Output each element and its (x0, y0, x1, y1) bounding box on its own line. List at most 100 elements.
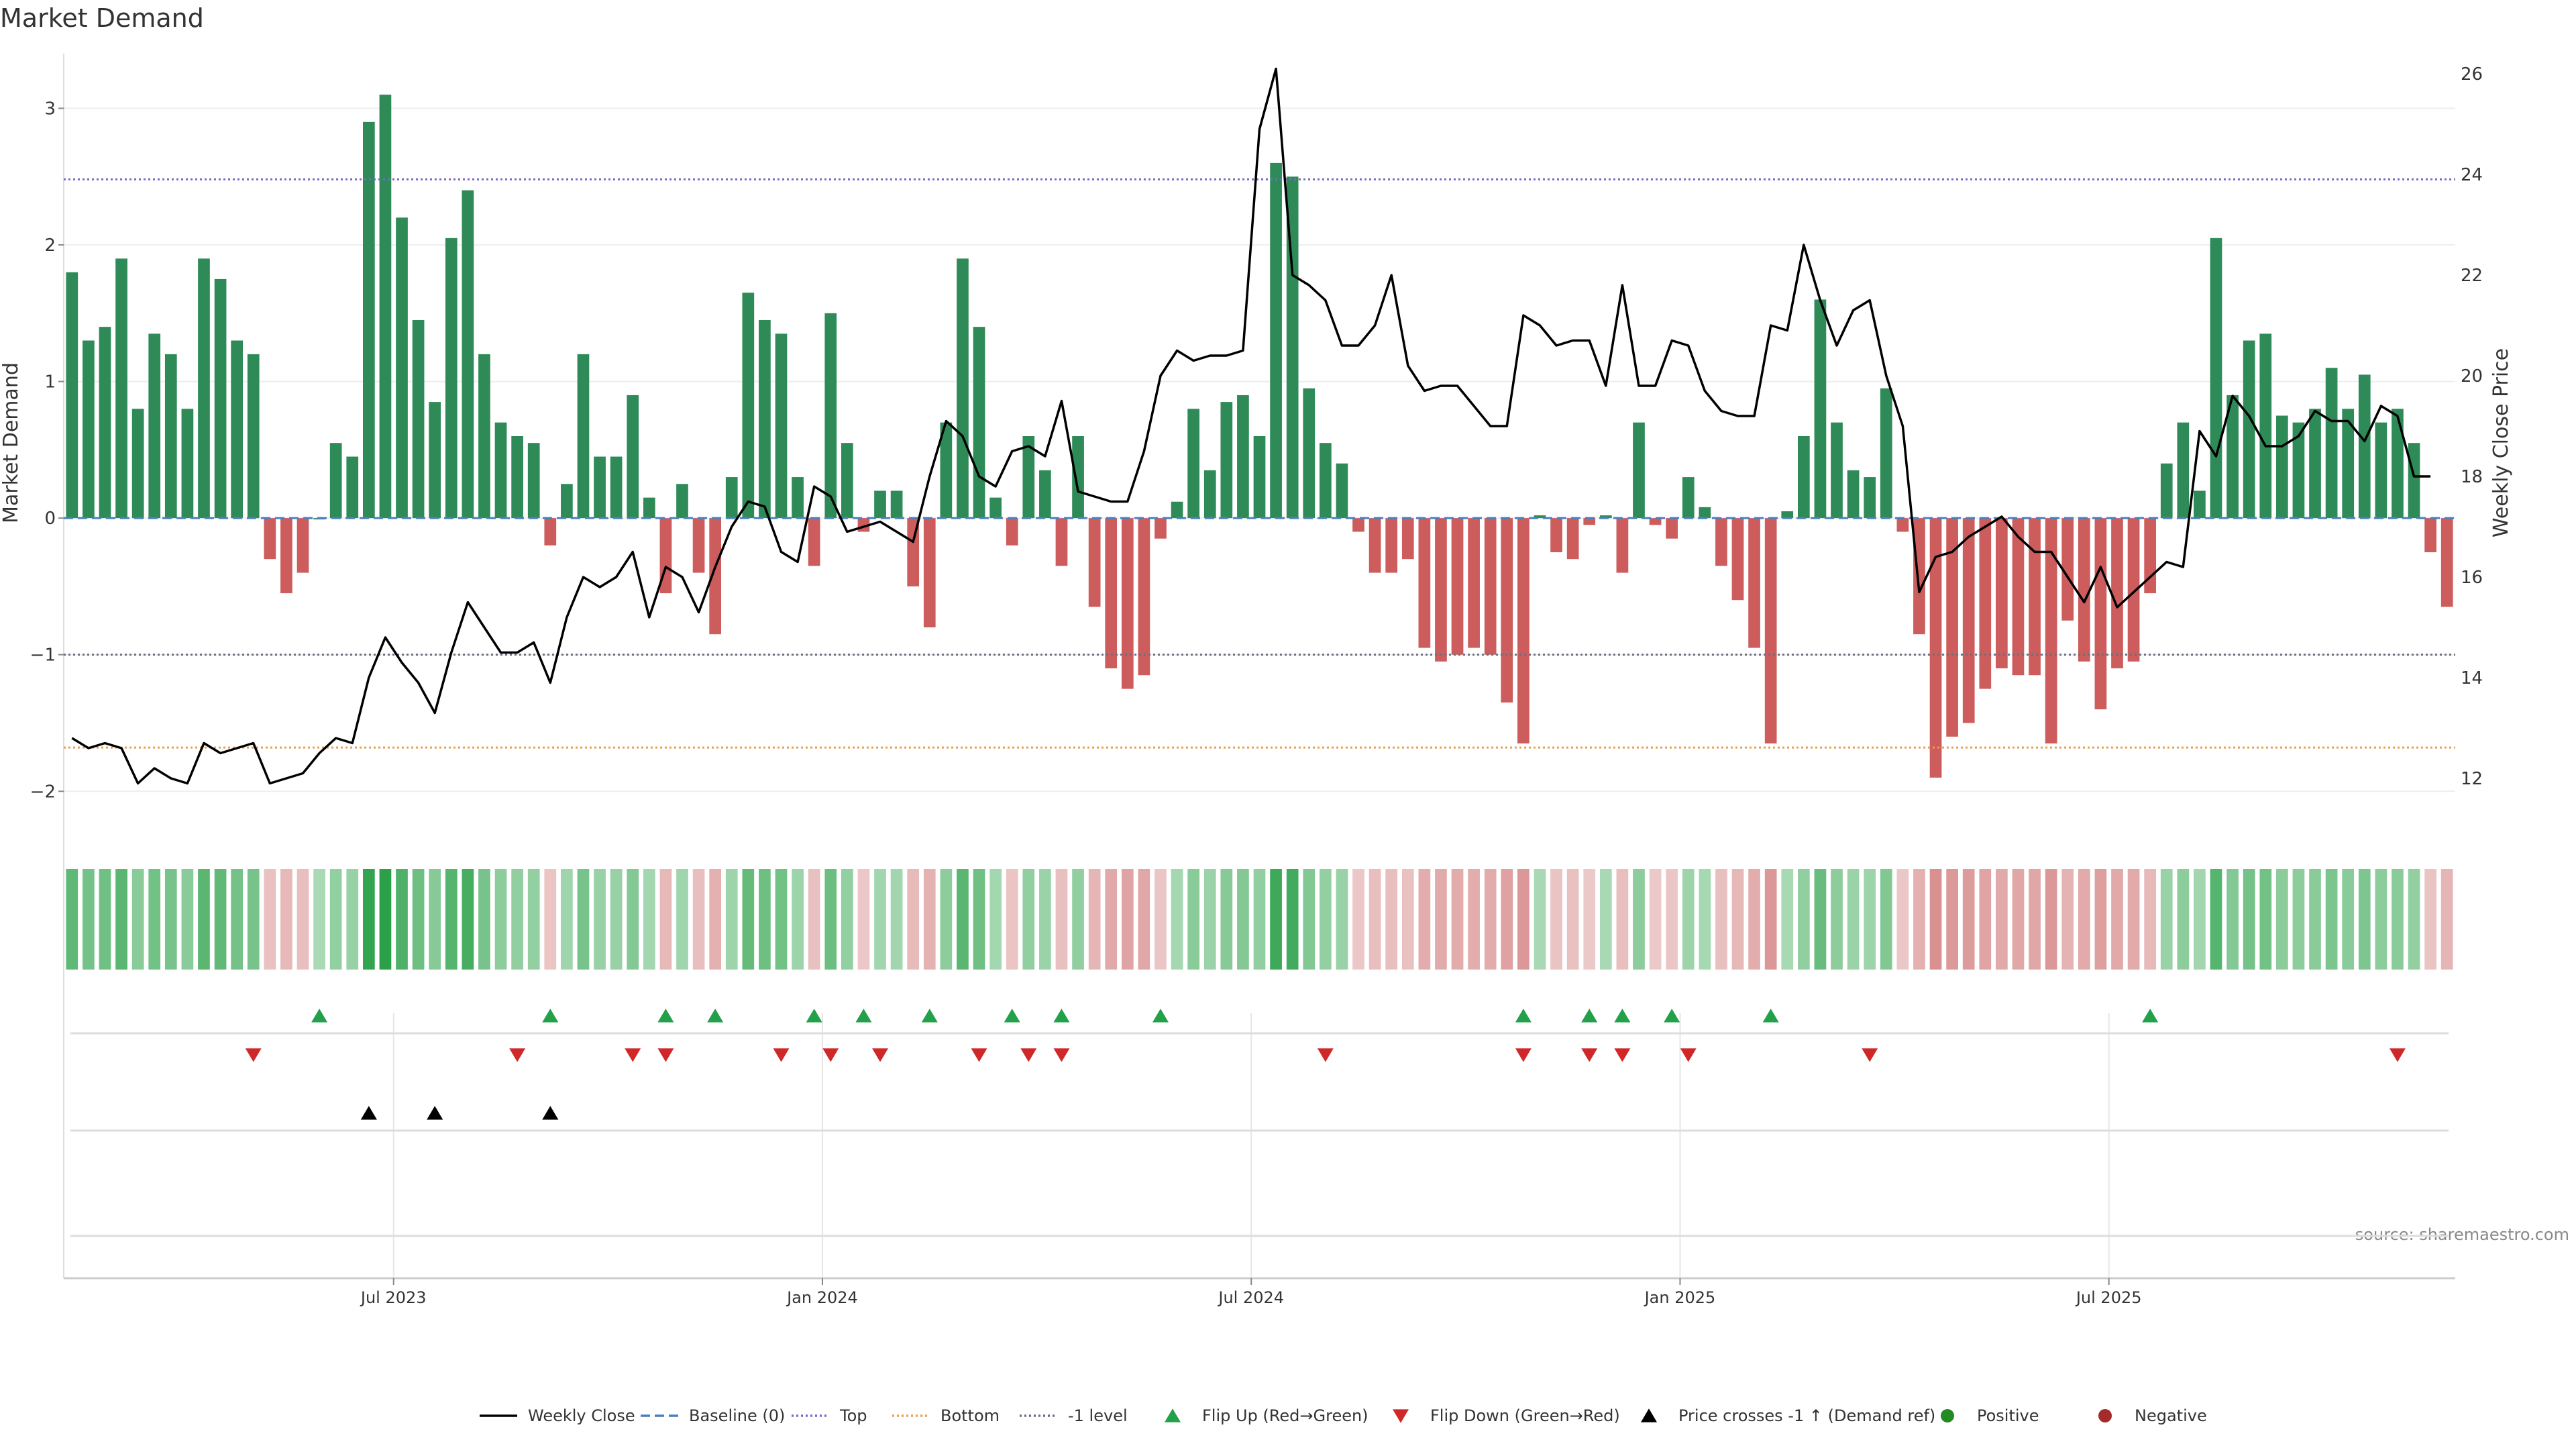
demand-strip-cell (824, 869, 837, 970)
demand-strip-cell (1699, 869, 1711, 970)
demand-bar (214, 278, 227, 519)
demand-strip-cell (66, 869, 78, 970)
demand-strip-cell (857, 869, 870, 970)
demand-strip-cell (313, 869, 325, 970)
demand-bar (957, 258, 969, 519)
demand-strip-cell (709, 869, 722, 970)
demand-bar (676, 484, 688, 519)
demand-strip-cell (1022, 869, 1035, 970)
demand-bar (2243, 340, 2255, 519)
price-cross-marker (542, 1106, 559, 1120)
demand-bar (264, 518, 276, 560)
demand-strip-cell (1831, 869, 1843, 970)
demand-strip-cell (940, 869, 953, 970)
demand-strip-cell (742, 869, 755, 970)
demand-bar (643, 497, 655, 519)
demand-bar (2392, 409, 2404, 519)
demand-bar (1418, 518, 1431, 648)
demand-strip-cell (346, 869, 359, 970)
demand-strip-cell (923, 869, 936, 970)
legend-swatch (1165, 1408, 1181, 1422)
flip-up-marker (311, 1008, 328, 1023)
flip-up-marker (806, 1008, 822, 1023)
demand-bar (940, 422, 953, 519)
demand-strip-cell (808, 869, 820, 970)
legend-item: Price crosses -1 ↑ (Demand ref) (1641, 1406, 1935, 1425)
demand-bar (478, 354, 490, 519)
y2-tick-label: 22 (2461, 266, 2483, 286)
demand-bar (923, 518, 936, 627)
demand-strip-cell (1962, 869, 1975, 970)
demand-strip-cell (1501, 869, 1513, 970)
demand-bar (577, 354, 590, 519)
demand-strip-cell (1006, 869, 1018, 970)
demand-strip-cell (247, 869, 260, 970)
demand-strip-cell (164, 869, 177, 970)
demand-strip-cell (1039, 869, 1051, 970)
chart-title: Market Demand (0, 3, 204, 33)
legend-swatch (2098, 1409, 2112, 1422)
demand-strip-cell (1649, 869, 1662, 970)
demand-strip-cell (1435, 869, 1447, 970)
demand-strip-cell (1368, 869, 1381, 970)
demand-strip-cell (1105, 869, 1118, 970)
demand-strip-cell (445, 869, 458, 970)
flip-up-marker (1614, 1008, 1631, 1023)
demand-bar (2375, 422, 2387, 519)
demand-strip-cell (561, 869, 573, 970)
demand-strip-cell (1929, 869, 1942, 970)
demand-strip-cell (1418, 869, 1431, 970)
demand-bar (2012, 518, 2025, 676)
demand-strip-cell (148, 869, 161, 970)
flip-down-marker (1020, 1048, 1037, 1062)
flip-down-marker (1515, 1048, 1532, 1062)
demand-strip-cell (1203, 869, 1216, 970)
flip-down-marker (509, 1048, 526, 1062)
demand-strip-cell (115, 869, 127, 970)
demand-bar (792, 477, 804, 519)
demand-bar (1203, 470, 1216, 519)
demand-bar (1929, 518, 1942, 778)
demand-strip-cell (2111, 869, 2123, 970)
legend-label: Negative (2135, 1406, 2207, 1425)
demand-bar (2358, 374, 2371, 519)
legend-label: -1 level (1068, 1406, 1128, 1425)
demand-bar (1468, 518, 1480, 648)
demand-bar (2292, 422, 2305, 519)
demand-bar (1797, 436, 1810, 519)
demand-strip-cell (1121, 869, 1134, 970)
demand-strip-cell (2160, 869, 2173, 970)
x-tick-label: Jul 2023 (360, 1288, 427, 1307)
legend-item: Bottom (892, 1406, 1000, 1425)
demand-bar (1847, 470, 1860, 519)
flip-down-marker (971, 1048, 987, 1062)
demand-bar (2259, 333, 2272, 519)
demand-bar (494, 422, 507, 519)
price-cross-marker (427, 1106, 443, 1120)
demand-bar (1435, 518, 1447, 662)
demand-strip-cell (1682, 869, 1695, 970)
demand-bar (1996, 518, 2008, 669)
x-tick-label: Jan 2024 (786, 1288, 858, 1307)
demand-strip-cell (725, 869, 738, 970)
flip-down-marker (245, 1048, 262, 1062)
demand-strip-cell (1401, 869, 1414, 970)
demand-strip-cell (99, 869, 111, 970)
demand-strip-cell (1484, 869, 1497, 970)
demand-strip-cell (2094, 869, 2107, 970)
axis-ticks: 3 2 1 0 −1 −2 26 24 22 20 18 16 14 12 Jul 2023 Jan 2024… (30, 64, 2483, 1307)
demand-bar (874, 490, 886, 519)
demand-bar (1649, 518, 1662, 525)
demand-bar (99, 327, 111, 519)
demand-strip-cell (231, 869, 244, 970)
y-tick-label: −2 (30, 782, 56, 802)
demand-bar (692, 518, 705, 573)
demand-bar (1155, 518, 1167, 539)
demand-bar (164, 354, 177, 519)
y-axis-label: Market Demand (0, 362, 23, 523)
y2-tick-label: 14 (2461, 668, 2483, 688)
demand-bar (2094, 518, 2107, 710)
source-label: source: sharemaestro.com (2355, 1225, 2569, 1244)
reference-lines (64, 178, 2455, 749)
